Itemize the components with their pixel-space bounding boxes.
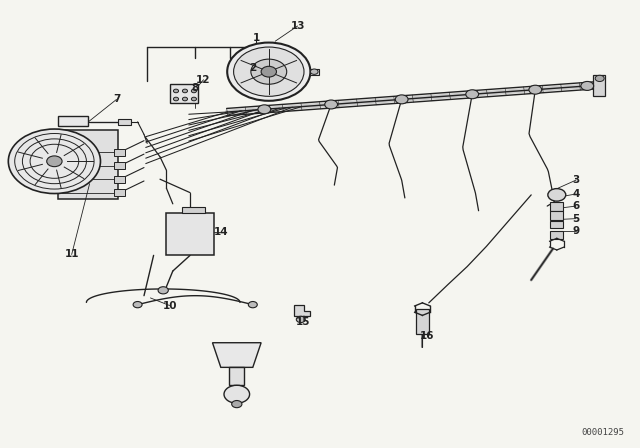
Polygon shape [212,343,261,367]
Text: 1: 1 [252,33,260,43]
Circle shape [466,90,479,99]
Bar [182,207,205,213]
Bar [550,202,563,211]
Text: 9: 9 [572,226,580,236]
Bar [170,84,198,103]
Bar [229,367,244,385]
Text: 12: 12 [196,75,211,85]
Circle shape [173,97,179,101]
Text: 15: 15 [296,317,310,327]
Text: 14: 14 [214,227,228,237]
Text: 16: 16 [420,331,435,341]
Circle shape [248,302,257,308]
Circle shape [258,105,271,114]
Text: 10: 10 [163,301,177,310]
Circle shape [173,89,179,93]
Text: 11: 11 [65,250,79,259]
Text: 5: 5 [572,214,580,224]
Circle shape [158,287,168,294]
Circle shape [227,43,310,101]
Circle shape [224,385,250,403]
Text: 6: 6 [572,201,580,211]
Circle shape [310,69,318,74]
Circle shape [191,89,196,93]
Circle shape [133,302,142,308]
Circle shape [261,66,276,77]
Text: 8: 8 [191,83,199,93]
Bar [550,211,563,220]
Circle shape [47,156,62,167]
Circle shape [182,97,188,101]
Text: 13: 13 [291,21,305,31]
Circle shape [296,316,305,323]
Circle shape [232,401,242,408]
Bar [593,75,605,96]
Circle shape [529,85,541,94]
Text: 3: 3 [572,175,580,185]
Text: 7: 7 [113,95,120,104]
Bar [166,213,214,255]
Circle shape [8,129,100,194]
Bar [118,119,131,125]
Circle shape [324,100,337,109]
Bar [114,149,125,156]
Bar [58,130,118,199]
Polygon shape [294,305,310,316]
Bar [550,231,563,239]
Bar [550,221,563,228]
Text: 2: 2 [249,63,257,73]
Bar [416,309,429,334]
Circle shape [595,75,604,82]
Bar [58,116,88,126]
Bar [114,189,125,196]
Circle shape [251,59,287,84]
Circle shape [234,47,304,96]
Text: 00001295: 00001295 [581,428,624,437]
Circle shape [191,97,196,101]
Circle shape [182,89,188,93]
Circle shape [548,189,566,201]
Circle shape [581,82,594,90]
Bar [114,176,125,183]
Text: 4: 4 [572,189,580,199]
Bar [114,162,125,169]
Circle shape [396,95,408,104]
Bar [310,69,319,75]
